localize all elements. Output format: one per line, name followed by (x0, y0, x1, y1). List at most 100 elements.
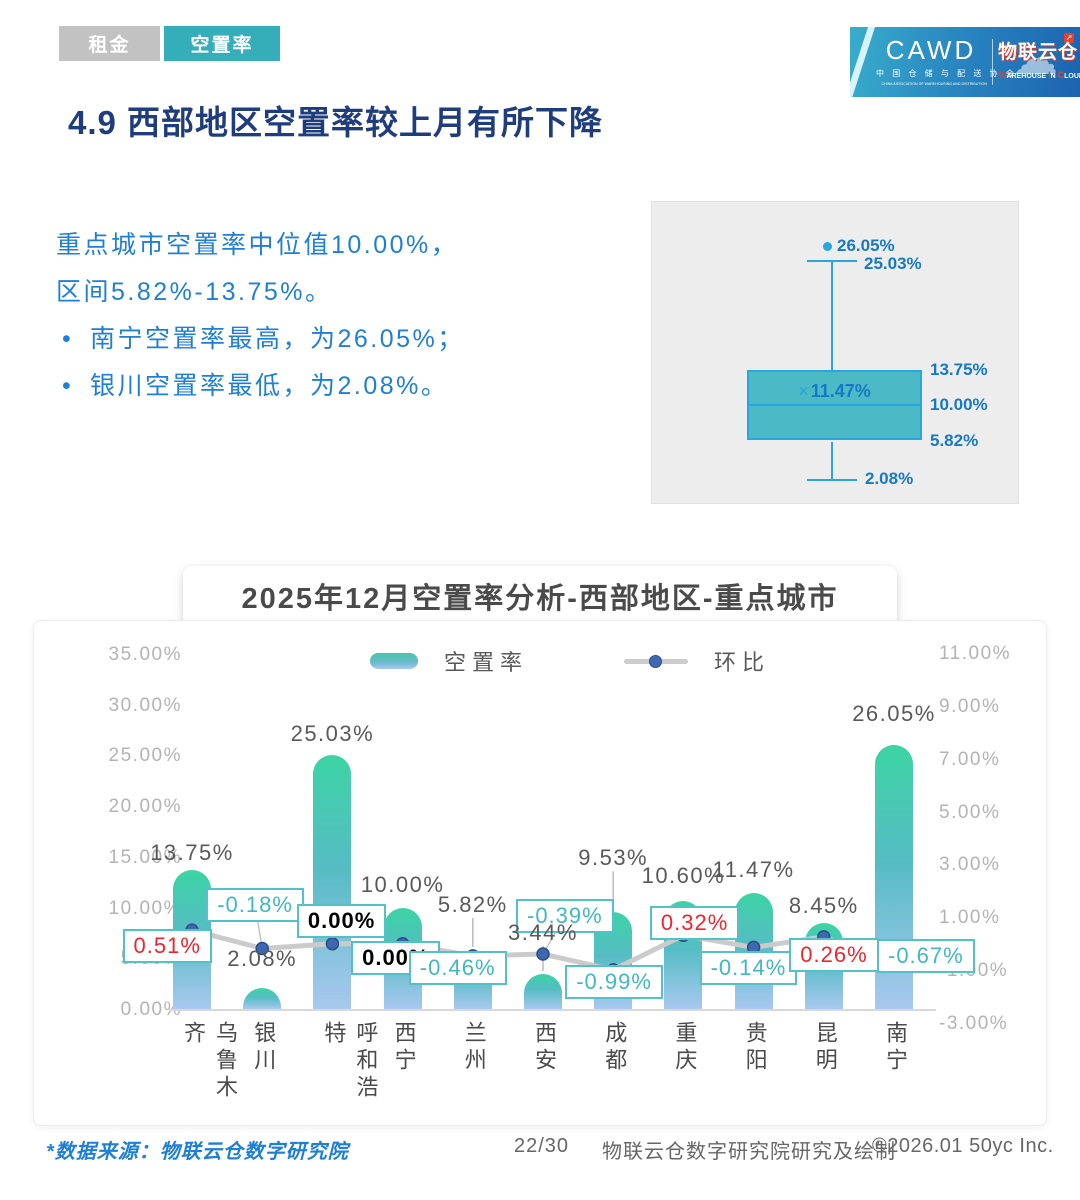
left-axis-tick: 20.00% (108, 796, 182, 818)
chart-legend: 空置率 环比 (64, 645, 1076, 677)
category-label: 昆明 (812, 1021, 838, 1075)
line-point-呼和浩特 (325, 936, 340, 951)
category-label: 乌鲁木齐 (181, 1021, 238, 1102)
arrow-icon: ↗ (1064, 33, 1074, 43)
brand-letter: W (998, 70, 1007, 80)
ring-ratio-label-西安: -0.39% (516, 899, 614, 934)
vacancy-value-label-乌鲁木齐: 13.75% (150, 839, 234, 865)
tab-vacancy-rate[interactable]: 空置率 (164, 26, 280, 61)
vacancy-value-label-南宁: 26.05% (852, 700, 936, 726)
boxplot-median-label: 10.00% (930, 395, 988, 414)
right-axis-tick: 3.00% (939, 854, 1001, 876)
right-axis-tick: 7.00% (939, 748, 1001, 770)
summary-line-2: 区间5.82%-13.75%。 (56, 278, 333, 306)
page-title: 4.9 西部地区空置率较上月有所下降 (68, 104, 604, 141)
logo-stripe-decoration (850, 27, 878, 97)
left-axis-tick: 10.00% (108, 897, 182, 919)
x-axis-baseline (169, 1009, 936, 1011)
category-label: 兰州 (461, 1021, 487, 1075)
logo-divider (992, 39, 993, 85)
right-axis-tick: 5.00% (939, 801, 1001, 823)
vacancy-value-label-兰州: 5.82% (437, 891, 508, 917)
mean-x-icon: × (798, 381, 809, 401)
tab-bar: 租金 空置率 (59, 26, 280, 61)
brand-letters: N (1050, 73, 1058, 80)
cawd-logo-text: CAWD (885, 35, 977, 65)
page-number: 22/30 (514, 1135, 570, 1157)
boxplot-mean-label: × 11.47% (747, 381, 922, 402)
category-label: 贵阳 (742, 1021, 768, 1075)
copyright-text: ©2026.01 50yc Inc. (872, 1135, 1054, 1157)
boxplot-q1-label: 5.82% (930, 431, 979, 450)
legend-bar-swatch (369, 653, 418, 669)
ring-ratio-label-兰州: -0.46% (408, 950, 507, 985)
cawd-en-text: CHINA ASSOCIATION OF WAREHOUSING AND DIS… (881, 81, 987, 86)
category-label: 呼和浩特 (321, 1021, 379, 1102)
chart-title: 2025年12月空置率分析-西部地区-重点城市 (183, 566, 897, 626)
chart-title-wrap: 2025年12月空置率分析-西部地区-重点城市 (0, 566, 1080, 626)
cawd-cn-text: 中 国 仓 储 与 配 送 协 会 (876, 69, 1017, 78)
right-axis-tick: 11.00% (939, 643, 1012, 664)
summary-bullet-2: 银川空置率最低，为2.08%。 (56, 363, 636, 410)
brand-cn-text: 物联云仓 (998, 42, 1079, 63)
mean-value: 11.47% (810, 381, 871, 401)
legend-dot-icon (649, 654, 662, 668)
category-label: 西宁 (391, 1021, 417, 1075)
right-axis-tick: 9.00% (939, 695, 1001, 717)
category-label: 成都 (602, 1021, 628, 1075)
ring-ratio-label-呼和浩特: 0.00% (296, 903, 387, 938)
summary-line-1: 重点城市空置率中位值10.00%， (56, 231, 459, 259)
boxplot-median-line (747, 404, 922, 406)
brand-en-text: WAREHOUSE IN CLOUD (998, 70, 1080, 80)
credit-text: 物联云仓数字研究院研究及绘制 (602, 1141, 896, 1163)
boxplot-q3-label: 13.75% (930, 360, 988, 379)
vacancy-value-label-成都: 9.53% (578, 845, 649, 871)
category-label: 南宁 (883, 1021, 908, 1075)
boxplot-whisker-low-label: 2.08% (865, 469, 914, 488)
cawd-logo: CAWD 中 国 仓 储 与 配 送 协 会 CHINA ASSOCIATION… (876, 35, 1017, 86)
logo-banner: CAWD 中 国 仓 储 与 配 送 协 会 CHINA ASSOCIATION… (850, 27, 1080, 97)
left-axis-tick: 35.00% (108, 644, 182, 665)
ring-ratio-label-重庆: 0.32% (649, 906, 740, 941)
left-axis-tick: 25.00% (108, 745, 182, 767)
brand-letter: I (1048, 70, 1051, 80)
ring-ratio-label-昆明: 0.26% (789, 937, 879, 972)
line-point-西安 (536, 947, 550, 961)
summary-bullet-1: 南宁空置率最高，为26.05%； (56, 316, 636, 363)
right-axis-tick: 1.00% (939, 907, 1001, 929)
warehouse-in-cloud-logo: ☁ ↗ 物联云仓 WAREHOUSE IN CLOUD (998, 31, 1080, 85)
vacancy-value-label-呼和浩特: 25.03% (290, 721, 375, 747)
bar-银川 (243, 987, 282, 1009)
boxplot-whisker-high-line (831, 260, 833, 370)
line-point-银川 (255, 941, 269, 956)
category-label: 重庆 (672, 1021, 698, 1075)
tab-rent[interactable]: 租金 (59, 26, 160, 61)
ring-ratio-label-南宁: -0.67% (877, 939, 975, 974)
vacancy-value-label-重庆: 10.60% (641, 863, 726, 889)
bar-呼和浩特 (313, 755, 352, 1009)
ring-ratio-label-成都: -0.99% (565, 964, 663, 999)
summary-text: 重点城市空置率中位值10.00%， 区间5.82%-13.75%。 南宁空置率最… (56, 222, 636, 410)
vacancy-value-label-贵阳: 11.47% (712, 856, 795, 882)
ring-ratio-label-贵阳: -0.14% (699, 951, 798, 986)
boxplot-whisker-high-label: 25.03% (864, 254, 922, 273)
vacancy-combo-chart: 空置率 环比 35.00% 30.00% 25.00% 20.00% 15.00% 10.… (33, 620, 1047, 1126)
left-axis-tick: 0.00% (120, 998, 182, 1020)
data-source-note: *数据来源：物联云仓数字研究院 (46, 1141, 349, 1163)
category-label: 西安 (532, 1021, 557, 1075)
vacancy-value-label-西宁: 10.00% (360, 871, 445, 897)
vacancy-value-label-银川: 2.08% (227, 945, 298, 971)
bar-西安 (524, 974, 562, 1009)
legend-bar-label: 空置率 (443, 650, 528, 675)
ring-ratio-line-series (166, 871, 927, 982)
brand-letters: AREHOUSE (1006, 73, 1049, 80)
boxplot-whisker-low-cap (807, 479, 857, 481)
category-label: 银川 (251, 1021, 277, 1075)
legend-line-swatch (624, 654, 688, 668)
legend-line-label: 环比 (714, 650, 771, 675)
right-axis-tick: -3.00% (939, 1012, 1009, 1034)
boxplot-outlier-label: 26.05% (837, 236, 895, 255)
left-axis-tick: 15.00% (108, 846, 182, 868)
cloud-icon: ☁ (1012, 31, 1058, 85)
ring-ratio-label-乌鲁木齐: 0.51% (122, 929, 212, 964)
